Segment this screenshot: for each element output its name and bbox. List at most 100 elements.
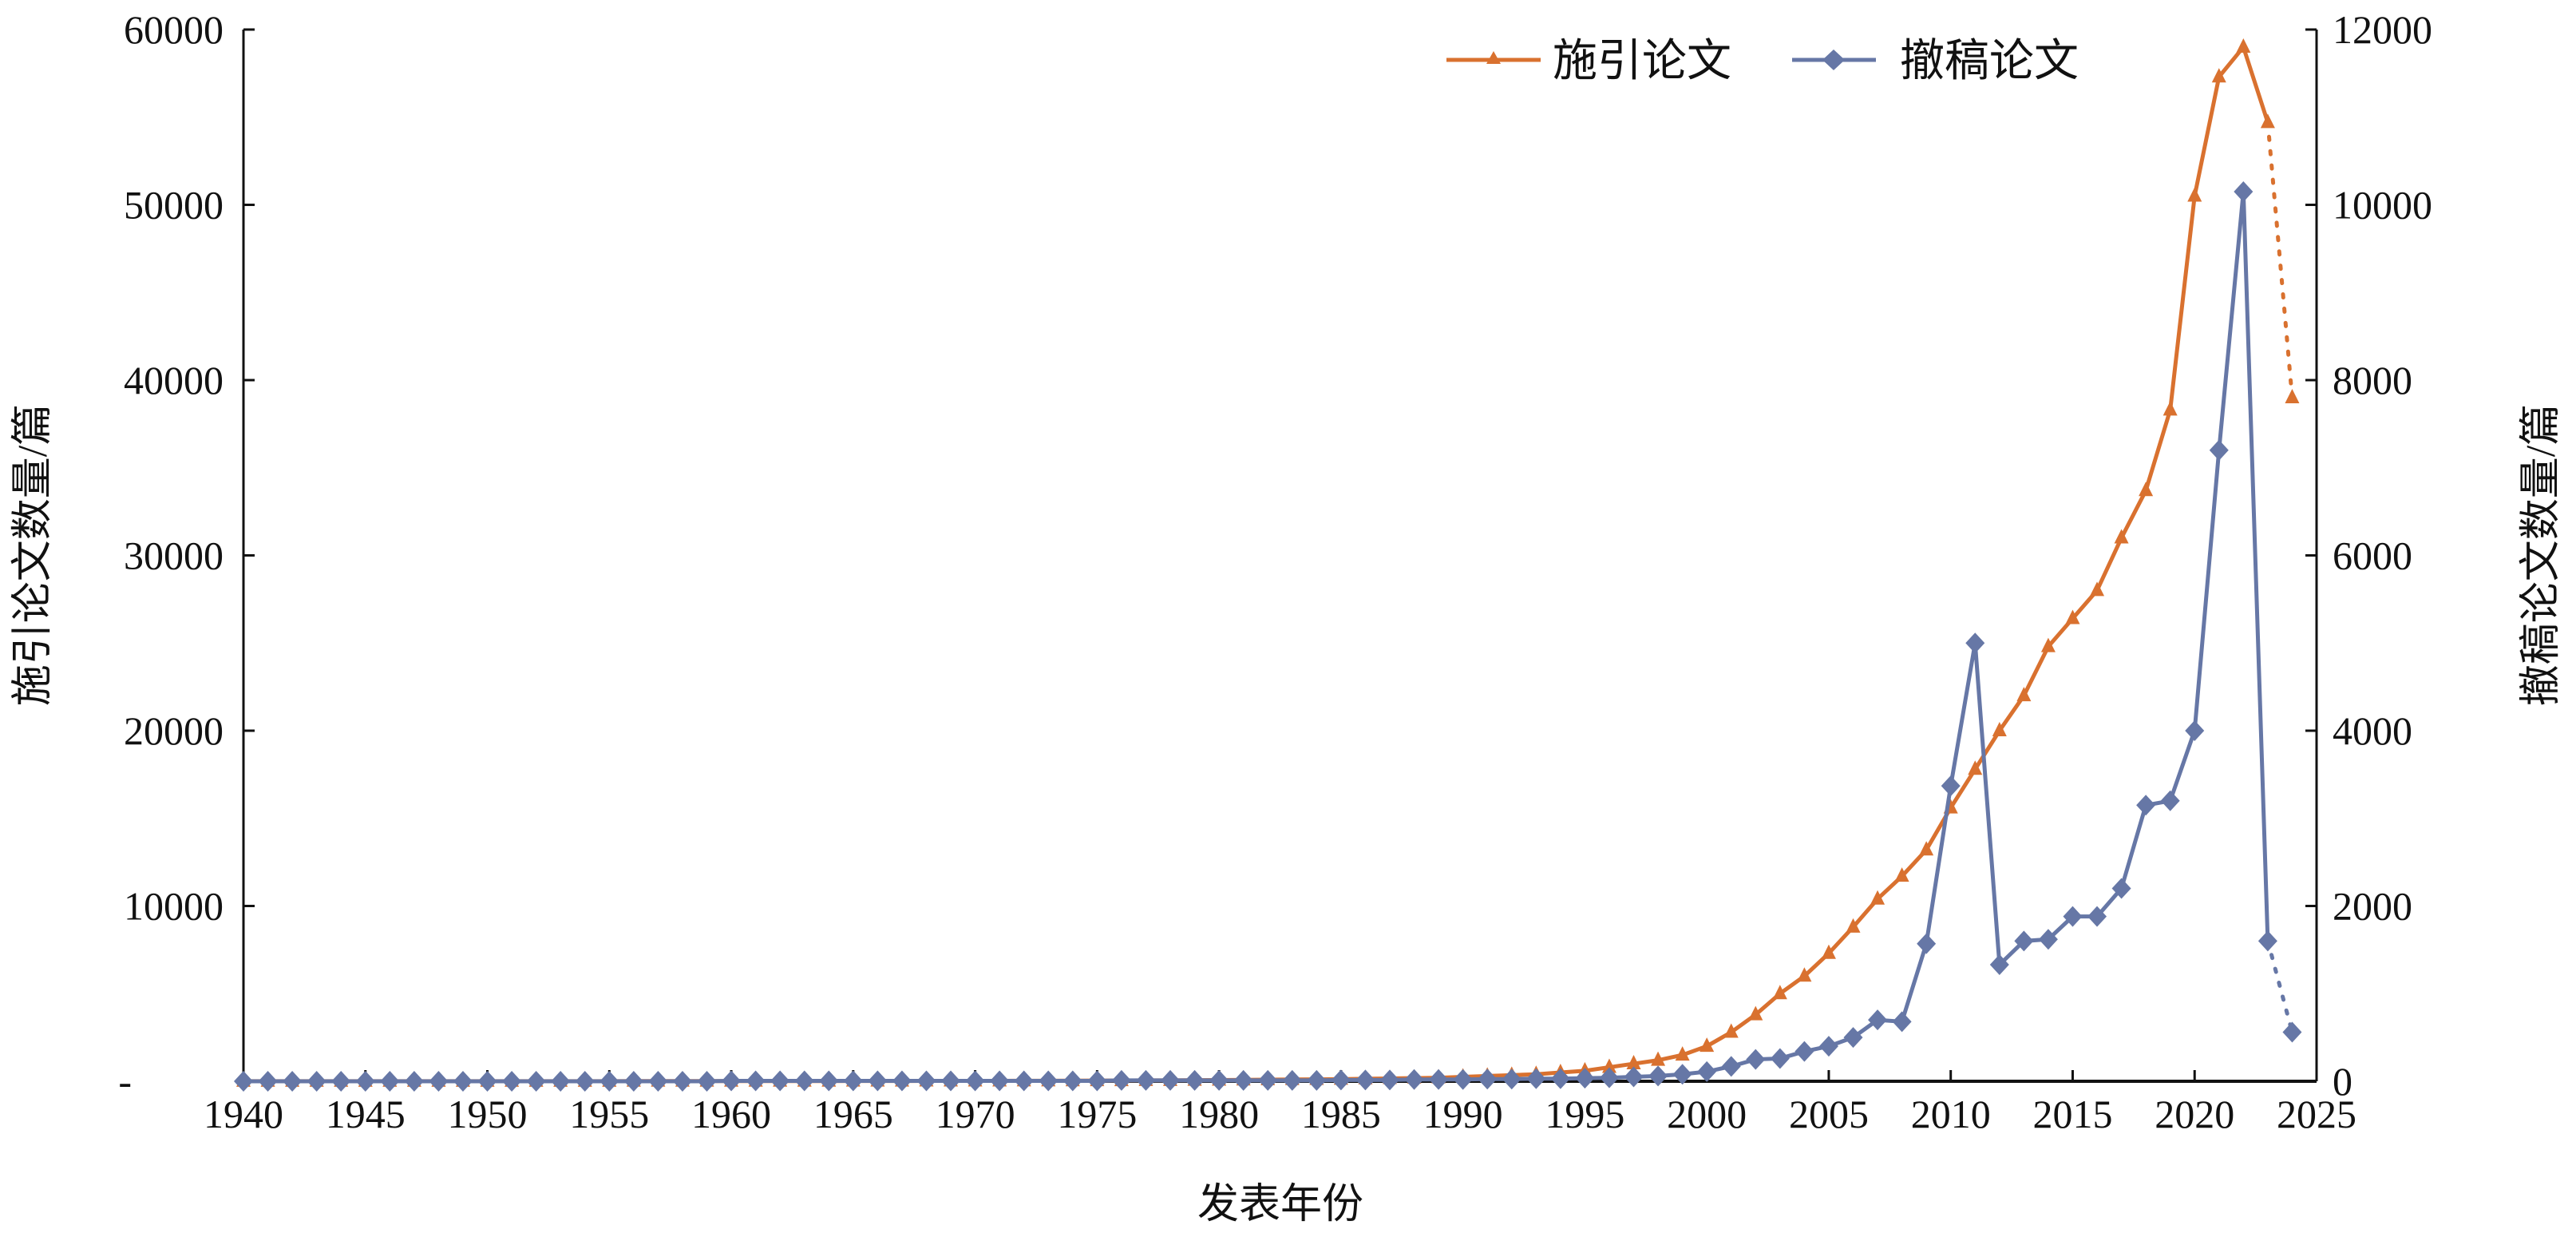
data-point-diamond (1039, 1070, 1058, 1092)
data-point-diamond (648, 1071, 668, 1092)
data-point-diamond (2282, 1021, 2302, 1043)
data-point-diamond (965, 1070, 985, 1092)
y-tick-label-right: 12000 (2333, 7, 2432, 52)
y-tick-label-right: 6000 (2333, 533, 2412, 578)
data-point-triangle (1968, 760, 1983, 775)
data-point-diamond (2160, 790, 2180, 811)
data-point-diamond (623, 1071, 643, 1092)
data-point-triangle (2040, 637, 2056, 652)
y-tick-label-left: 30000 (124, 533, 224, 578)
series-line (243, 42, 2270, 1084)
data-point-triangle (2090, 581, 2105, 597)
x-tick-label: 2025 (2277, 1092, 2356, 1136)
data-point-diamond (941, 1070, 961, 1092)
series-layer (234, 38, 2302, 1092)
legend-marker-retracted (1822, 50, 1845, 70)
data-point-diamond (1185, 1069, 1205, 1091)
data-point-diamond (1355, 1069, 1375, 1091)
data-point-diamond (1770, 1048, 1790, 1069)
x-tick-label: 1995 (1545, 1092, 1624, 1136)
data-point-diamond (2257, 930, 2277, 952)
data-point-diamond (1087, 1070, 1107, 1092)
data-point-triangle (2139, 482, 2154, 497)
data-point-diamond (892, 1070, 912, 1092)
data-point-diamond (331, 1071, 351, 1092)
data-point-diamond (599, 1071, 619, 1092)
data-point-diamond (1868, 1009, 1888, 1031)
data-point-diamond (990, 1070, 1010, 1092)
data-point-diamond (429, 1071, 449, 1092)
data-point-diamond (916, 1070, 936, 1092)
data-point-triangle (2285, 388, 2300, 403)
x-tick-label: 2020 (2155, 1092, 2234, 1136)
data-point-diamond (1111, 1069, 1131, 1091)
data-point-triangle (1846, 918, 1861, 933)
data-point-diamond (722, 1070, 742, 1092)
y-tick-label-right: 2000 (2333, 884, 2412, 929)
data-point-diamond (575, 1071, 595, 1092)
x-tick-label: 1950 (448, 1092, 528, 1136)
data-point-triangle (1919, 841, 1934, 856)
data-point-triangle (1601, 1058, 1616, 1073)
tick-labels: 1940 1945 1950 1955 1960 1965 1970 1975 1980 1985… (118, 7, 2432, 1136)
data-point-triangle (2187, 187, 2202, 202)
data-point-diamond (1721, 1056, 1741, 1077)
data-point-diamond (1161, 1069, 1181, 1091)
data-point-diamond (1818, 1036, 1838, 1057)
data-point-diamond (697, 1071, 717, 1092)
data-point-triangle (1748, 1005, 1763, 1021)
data-point-diamond (380, 1071, 400, 1092)
data-point-diamond (1502, 1068, 1521, 1090)
data-point-diamond (1136, 1069, 1156, 1091)
data-point-triangle (2236, 38, 2251, 53)
data-point-diamond (1672, 1064, 1692, 1085)
data-point-triangle (1870, 890, 1886, 905)
data-point-diamond (1624, 1066, 1644, 1088)
data-point-triangle (1723, 1023, 1739, 1038)
x-tick-label: 1970 (936, 1092, 1015, 1136)
series-line-dotted (2265, 938, 2294, 1035)
data-point-diamond (2185, 720, 2205, 741)
data-point-diamond (819, 1070, 839, 1092)
x-tick-label: 1955 (569, 1092, 649, 1136)
data-point-diamond (1062, 1070, 1082, 1092)
data-point-diamond (1575, 1068, 1595, 1089)
y-axis-title-right: 撤稿论文数量/篇 (2519, 404, 2564, 706)
series-line-dotted (2265, 120, 2294, 400)
data-point-diamond (2087, 906, 2107, 927)
data-point-diamond (1014, 1070, 1034, 1092)
data-point-diamond (1258, 1069, 1278, 1091)
data-point-diamond (1429, 1068, 1449, 1090)
data-point-triangle (2114, 529, 2129, 544)
data-point-diamond (355, 1071, 375, 1092)
axes (242, 28, 2318, 1083)
x-axis-title: 发表年份 (1197, 1182, 1363, 1227)
data-point-diamond (1331, 1069, 1351, 1091)
x-tick-label: 2010 (1911, 1092, 1991, 1136)
x-tick-label: 2015 (2032, 1092, 2112, 1136)
data-point-diamond (2014, 930, 2034, 952)
data-point-triangle (1821, 944, 1836, 959)
data-point-diamond (2234, 181, 2254, 203)
x-tick-label: 1975 (1057, 1092, 1137, 1136)
data-point-diamond (1404, 1068, 1424, 1090)
data-point-diamond (1941, 775, 1961, 797)
x-tick-label: 2005 (1789, 1092, 1869, 1136)
y-tick-label-right: 8000 (2333, 358, 2412, 402)
data-point-diamond (1746, 1049, 1766, 1070)
data-point-diamond (1379, 1069, 1399, 1091)
data-point-diamond (453, 1071, 473, 1092)
legend: 施引论文 撤稿论文 (1446, 37, 2079, 86)
y-axis-title-left: 施引论文数量/篇 (10, 404, 56, 706)
data-point-triangle (1700, 1037, 1715, 1053)
data-point-diamond (502, 1071, 522, 1092)
data-point-triangle (2211, 68, 2226, 83)
legend-label-citing: 施引论文 (1553, 37, 1731, 86)
data-point-diamond (2209, 439, 2229, 461)
x-tick-label: 2000 (1667, 1092, 1747, 1136)
y-tick-label-right: 4000 (2333, 708, 2412, 753)
data-point-diamond (477, 1071, 497, 1092)
data-point-triangle (1626, 1055, 1641, 1070)
data-point-triangle (1894, 867, 1909, 882)
